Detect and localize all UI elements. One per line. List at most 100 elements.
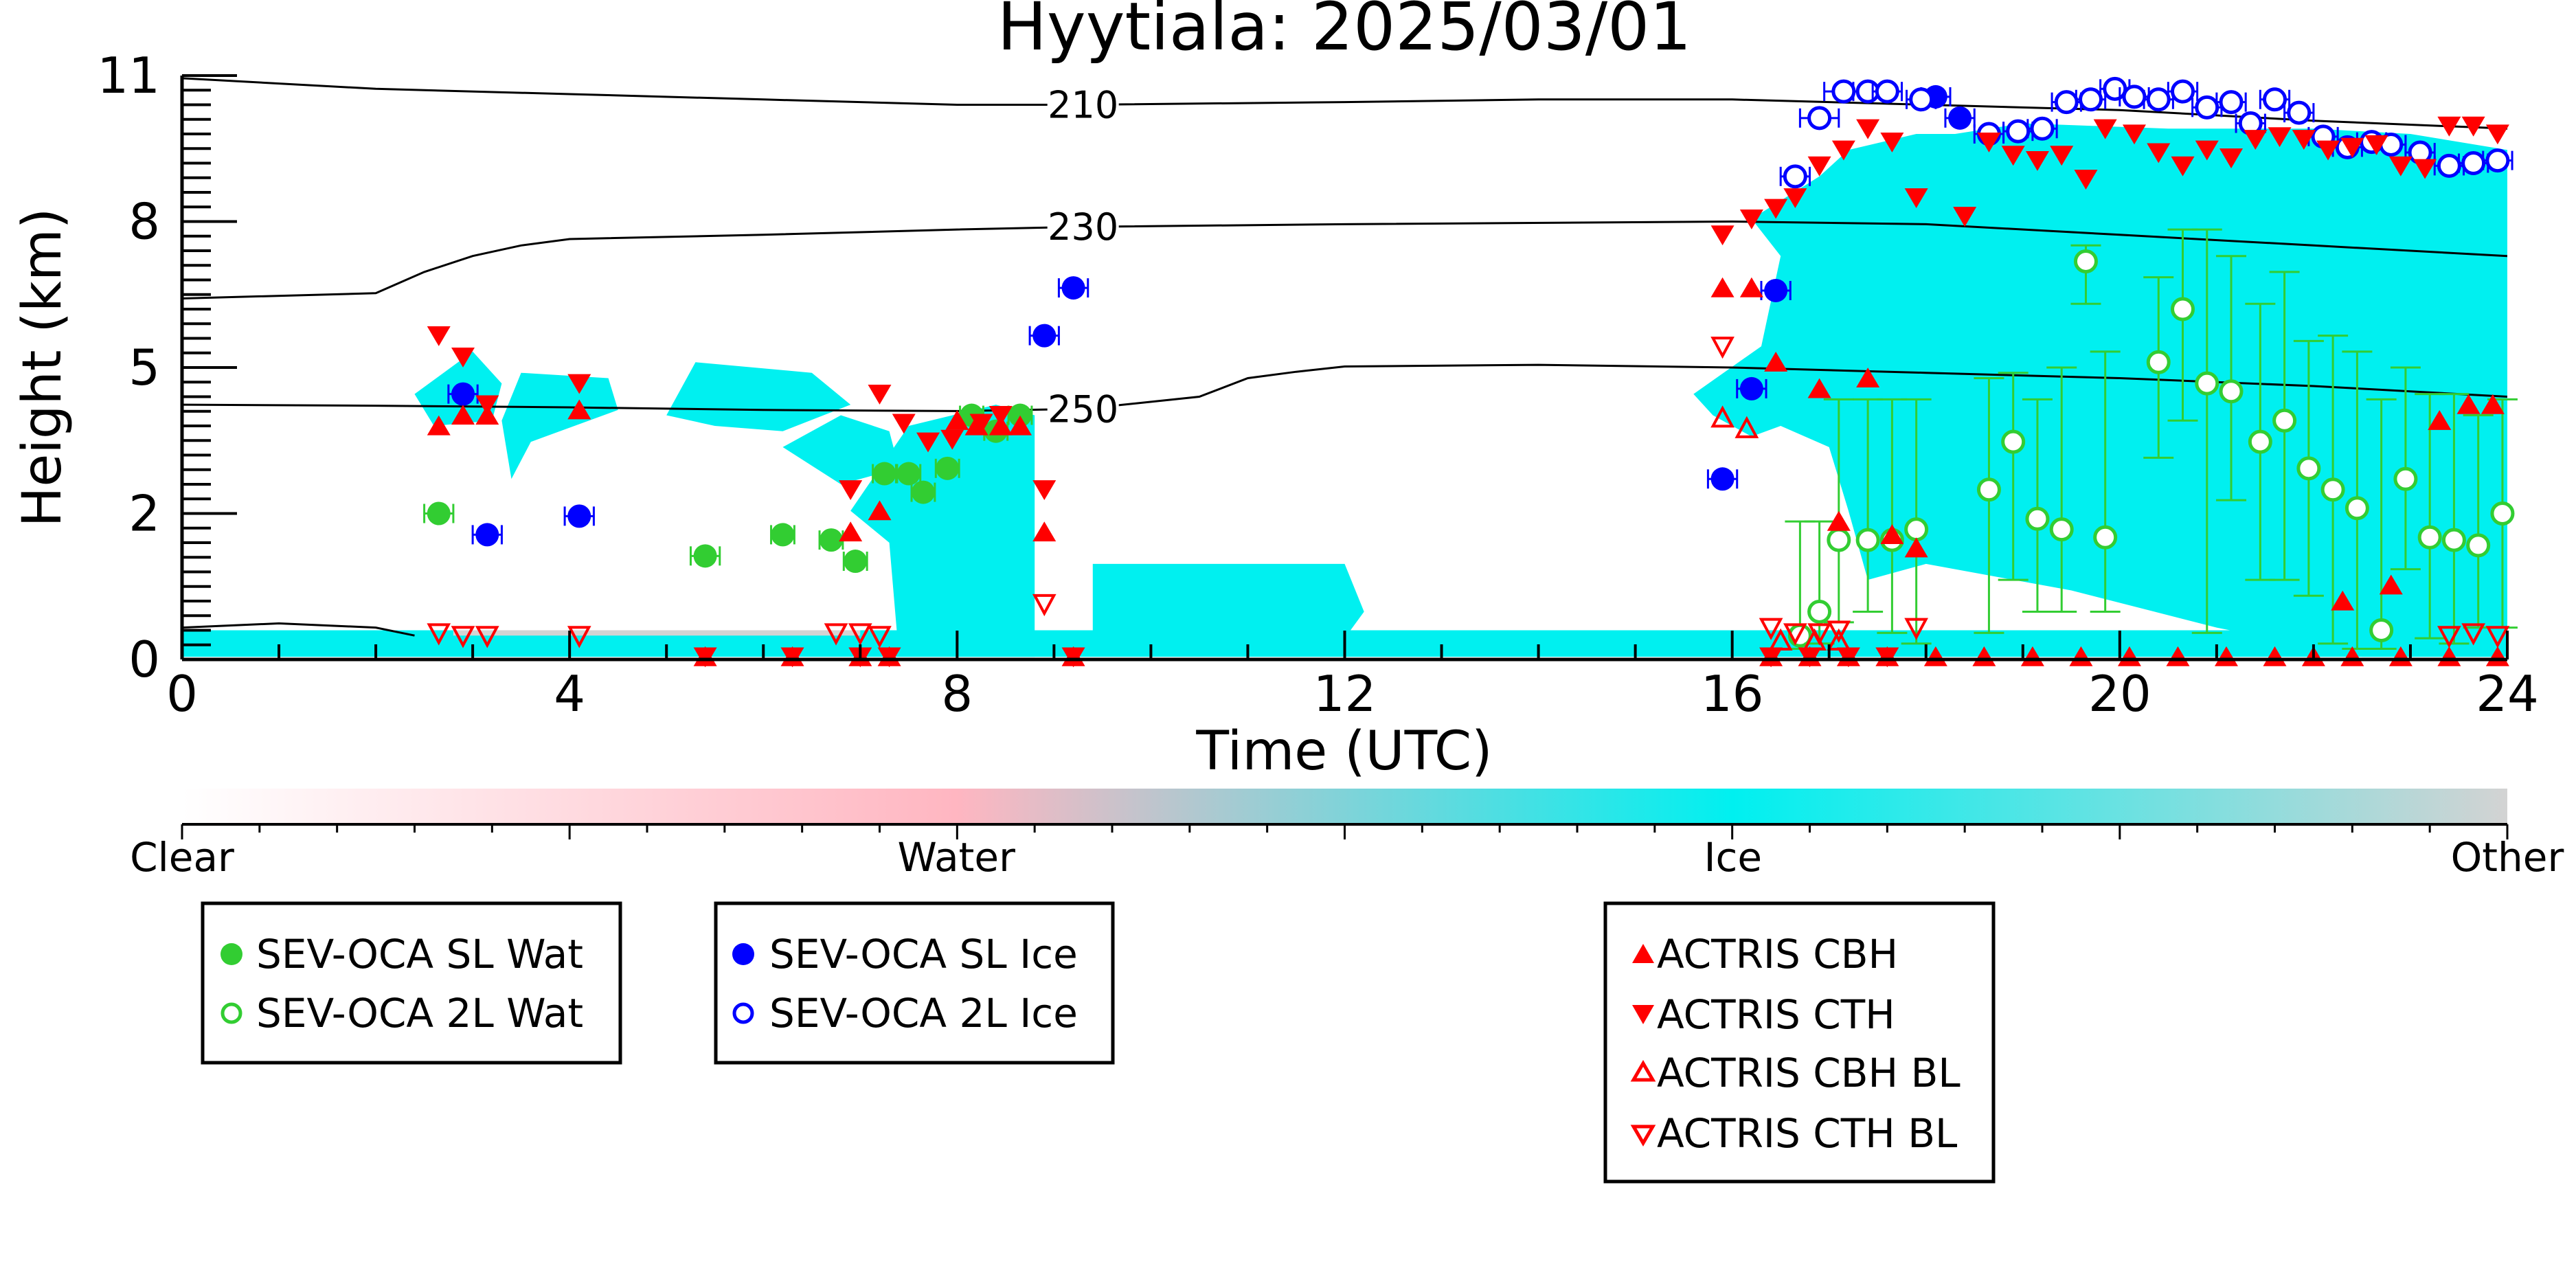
data-point: [1764, 199, 1788, 219]
data-point: [2456, 394, 2481, 414]
data-point: [2364, 135, 2388, 155]
data-point: [844, 550, 868, 574]
data-point: [2263, 646, 2287, 666]
data-point: [567, 374, 591, 394]
colorbar-label: Ice: [1704, 834, 1762, 881]
x-axis-label: Time (UTC): [1195, 721, 1492, 782]
data-point: [2219, 148, 2244, 169]
legend-marker-2l-ice: [732, 1002, 754, 1024]
legend-label: ACTRIS CTH: [1657, 991, 1895, 1038]
data-point: [1827, 620, 1851, 643]
x-tick-label: 0: [166, 665, 198, 723]
data-point: [780, 647, 804, 668]
data-point: [2069, 646, 2093, 666]
data-point: [2485, 124, 2509, 145]
contour-label: 210: [1048, 84, 1118, 127]
y-tick-label: 11: [97, 47, 160, 104]
contour-label: 230: [1048, 205, 1118, 249]
data-point: [1783, 188, 1807, 209]
data-point: [693, 647, 717, 668]
data-point: [1904, 618, 1928, 640]
legend-actris: ACTRIS CBH ACTRIS CTH ACTRIS CBH BL ACTR…: [1603, 901, 1996, 1184]
data-point: [1061, 647, 1085, 668]
legend-marker-2l-wat: [221, 1002, 242, 1024]
data-point: [1827, 510, 1851, 531]
data-point: [824, 623, 848, 646]
data-point: [1807, 156, 1831, 177]
legend-marker-cbh: [1632, 944, 1654, 963]
data-point: [2122, 84, 2147, 109]
data-point: [1831, 140, 1855, 161]
legend-label: SEV-OCA SL Ice: [769, 931, 1078, 978]
data-point: [1856, 119, 1880, 139]
legend-sev-oca-ice: SEV-OCA SL Ice SEV-OCA 2L Ice: [714, 901, 1115, 1065]
x-tick-label: 24: [2476, 665, 2539, 723]
data-point: [2195, 371, 2219, 396]
data-point: [2441, 528, 2466, 552]
legend-label: ACTRIS CBH: [1657, 931, 1898, 978]
data-point: [1948, 106, 1972, 130]
data-point: [2340, 646, 2364, 666]
colorbar-label: Other: [2451, 834, 2564, 881]
data-point: [2461, 151, 2486, 175]
cloud-mask-other: [453, 630, 861, 636]
data-point: [2437, 116, 2461, 137]
data-point: [1008, 415, 1032, 436]
data-point: [988, 405, 1013, 426]
data-point: [2485, 626, 2510, 648]
y-tick-label: 2: [128, 485, 160, 543]
contour-line: [182, 220, 2507, 300]
legend-marker-sl-wat: [221, 943, 242, 965]
legend-marker-cbh-bl: [1630, 1060, 1656, 1082]
y-tick-label: 0: [128, 631, 160, 688]
data-point: [2393, 466, 2418, 491]
data-point: [427, 501, 451, 526]
legend-marker-cth: [1632, 1005, 1654, 1024]
data-point: [1739, 210, 1763, 229]
data-point: [1739, 277, 1763, 297]
contour-line: [182, 622, 415, 637]
cloud-mask-ice: [666, 362, 851, 431]
data-point: [2461, 623, 2485, 646]
cloud-mask: [182, 123, 2507, 657]
data-point: [2171, 297, 2195, 321]
data-point: [1977, 132, 2001, 152]
data-point: [945, 409, 969, 430]
data-point: [1976, 477, 2001, 502]
data-point: [427, 326, 451, 346]
axis-ticks: 0 4 8 12 16 20 24 0 2 5 8 11: [97, 47, 2538, 723]
x-tick-label: 12: [1313, 665, 1377, 723]
colorbar: [182, 789, 2507, 824]
data-point: [2093, 525, 2118, 550]
data-point: [451, 626, 475, 648]
data-point: [2244, 130, 2268, 150]
data-point: [1764, 351, 1788, 372]
data-point: [2020, 646, 2044, 666]
data-point: [2171, 156, 2195, 177]
data-point: [567, 399, 591, 420]
data-point: [2316, 140, 2340, 161]
data-point: [475, 395, 499, 416]
data-point: [771, 523, 795, 547]
cloud-mask-ice: [1092, 563, 1364, 639]
data-point: [2437, 153, 2461, 178]
data-point: [2166, 646, 2190, 666]
data-point: [1904, 517, 1929, 542]
data-point: [2331, 590, 2355, 611]
data-point: [2147, 143, 2171, 163]
colorbar-ticks: Clear Water Ice Other: [130, 824, 2564, 881]
data-point: [2195, 95, 2219, 120]
x-tick-label: 4: [554, 665, 585, 723]
legend-sev-oca-water: SEV-OCA SL Wat SEV-OCA 2L Wat: [201, 901, 622, 1065]
series-actris-cbh-bl: [1710, 405, 1851, 651]
data-point: [1032, 594, 1057, 617]
data-point: [1710, 405, 1735, 428]
data-point: [2268, 127, 2292, 148]
legend-box: [714, 901, 1115, 1065]
data-point: [839, 521, 863, 542]
data-point: [567, 626, 591, 648]
data-markers: [423, 76, 2518, 668]
data-point: [1875, 79, 1899, 104]
data-point: [2214, 646, 2238, 666]
legend-box: [1603, 901, 1996, 1184]
